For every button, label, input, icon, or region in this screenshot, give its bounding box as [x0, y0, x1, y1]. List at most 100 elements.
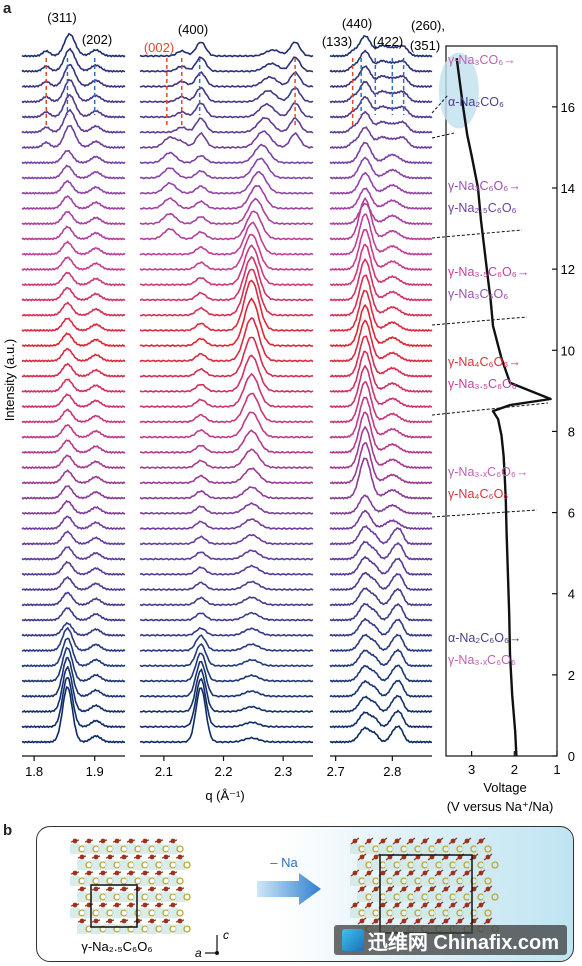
peak-002: (002)	[144, 40, 174, 55]
structRight-bond-3-1	[371, 885, 381, 893]
phase-label-10: α-Na₂C₆O₆→	[448, 631, 522, 645]
structRight-slab-2-9	[476, 876, 486, 886]
structLeft-bond-0-1	[84, 839, 94, 843]
structLeft-bond-1-2	[105, 855, 115, 859]
structLeft-bond-4-7	[168, 903, 178, 907]
structRight-bond-3-3	[399, 885, 409, 893]
structLeft-slab-5-3	[119, 924, 129, 934]
xrd-scan-2-37	[329, 156, 433, 180]
structRight-sodium-4-9	[484, 909, 492, 917]
structLeft-bond-5-3	[119, 919, 129, 923]
xrd-scan-1-30	[139, 244, 314, 287]
structRight-slab-1-3	[399, 860, 409, 870]
peak-440: (440)	[342, 16, 372, 31]
voltage-ytick-label-14: 14	[561, 181, 575, 196]
structRight-slab-1-2	[385, 860, 395, 870]
structLeft-slab-5-4	[133, 924, 143, 934]
structRight-bond-5-0	[357, 917, 367, 925]
x-tick-label-1-2.3: 2.3	[274, 764, 292, 779]
structLeft-bond-5-2	[105, 919, 115, 923]
xrd-scan-0-33	[21, 225, 126, 241]
xrd-scan-2-43	[329, 65, 433, 89]
structRight-bond-0-0	[350, 837, 360, 845]
structRight-slab-0-6	[434, 844, 444, 854]
xrd-scan-1-15	[140, 502, 314, 515]
voltage-ytick-label-6: 6	[568, 506, 575, 521]
peak-260: (260),	[411, 18, 445, 33]
xrd-scan-0-11	[21, 560, 126, 576]
structLeft-bond-4-6	[154, 903, 164, 907]
structLeft-slab-0-7	[168, 844, 178, 854]
structRight-slab-0-9	[476, 844, 486, 854]
phase-label-4: γ-Na₃.₅C₆O₆→	[448, 265, 529, 279]
structLeft-bond-0-0	[70, 839, 80, 843]
structLeft-slab-4-1	[84, 908, 94, 918]
xrd-scan-1-18	[139, 448, 314, 470]
xrd-scan-0-10	[21, 576, 126, 592]
xrd-scan-2-15	[330, 494, 433, 515]
structLeft-bond-2-5	[140, 871, 150, 875]
structLeft-slab-1-4	[133, 860, 143, 870]
phase-label-1: α-Na₂CO₆	[448, 95, 504, 109]
xrd-scan-0-18	[21, 454, 126, 470]
unit-cell-left	[90, 884, 138, 928]
structLeft-bond-3-1	[91, 887, 101, 891]
structLeft-bond-3-0	[77, 887, 87, 891]
arrow-label: – Na	[270, 855, 298, 870]
voltage-ytick-label-12: 12	[561, 262, 575, 277]
structLeft-bond-2-7	[168, 871, 178, 875]
structLeft-bond-4-4	[126, 903, 136, 907]
xrd-scan-2-40	[329, 110, 433, 134]
structRight-slab-4-8	[462, 908, 472, 918]
xrd-scan-2-7	[329, 617, 433, 637]
xrd-scan-1-10	[139, 580, 314, 592]
structRight-bond-3-4	[413, 885, 423, 893]
structRight-slab-2-7	[448, 876, 458, 886]
structRight-bond-0-4	[406, 837, 416, 845]
xrd-scan-2-12	[329, 540, 433, 561]
xrd-scan-1-8	[139, 611, 314, 622]
structLeft-slab-0-4	[126, 844, 136, 854]
phase-label-3: γ-Na₂.₅C₆O₆	[448, 201, 517, 215]
structLeft-slab-4-6	[154, 908, 164, 918]
xrd-axes: 1.8 1.9 2.1 2.2 2.3 2.7 2.8	[22, 755, 432, 779]
structLeft-slab-1-6	[161, 860, 171, 870]
structure-left	[70, 838, 191, 934]
xrd-scan-2-26	[329, 303, 433, 348]
voltage-xtick-label-1: 1	[553, 762, 560, 777]
structRight-slab-3-8	[469, 892, 479, 902]
structRight-bond-2-7	[448, 869, 458, 877]
structLeft-slab-0-6	[154, 844, 164, 854]
structRight-slab-1-5	[427, 860, 437, 870]
structLeft-bond-5-6	[161, 919, 171, 923]
structLeft-slab-5-6	[161, 924, 171, 934]
structRight-slab-3-1	[371, 892, 381, 902]
structLeft-slab-5-1	[91, 924, 101, 934]
y-axis-label: Intensity (a.u.)	[2, 339, 17, 421]
structLeft-slab-1-2	[105, 860, 115, 870]
structLeft-slab-1-7	[175, 860, 185, 870]
peak-133: (133)	[322, 34, 352, 49]
structLeft-bond-2-4	[126, 871, 136, 875]
structLeft-slab-3-4	[133, 892, 143, 902]
xrd-scan-0-15	[22, 499, 126, 515]
voltage-panel: 0 2 4 6 8 10 12 14 16 3 2 1	[438, 45, 575, 777]
phase-label-0: γ-Na₃CO₆→	[448, 53, 516, 67]
structLeft-bond-1-7	[175, 855, 185, 859]
xrd-scan-1-42	[139, 86, 314, 104]
xrd-panel-1	[21, 32, 126, 744]
structRight-slab-3-3	[399, 892, 409, 902]
xrd-scan-1-1	[139, 677, 314, 729]
xrd-scan-0-22	[21, 393, 126, 409]
voltage-axis-label: Voltage	[483, 780, 526, 795]
structRight-bond-2-4	[406, 869, 416, 877]
structRight-bond-2-5	[420, 869, 430, 877]
xrd-scan-2-18	[329, 425, 433, 470]
structLeft-slab-4-7	[168, 908, 178, 918]
structRight-slab-4-4	[406, 908, 416, 918]
xrd-scan-0-17	[21, 469, 126, 485]
structRight-slab-4-5	[420, 908, 430, 918]
connector-0	[431, 94, 449, 114]
xrd-scan-0-29	[21, 286, 126, 302]
phase-label-2: γ-Na₃C₆O₆→	[448, 179, 521, 193]
